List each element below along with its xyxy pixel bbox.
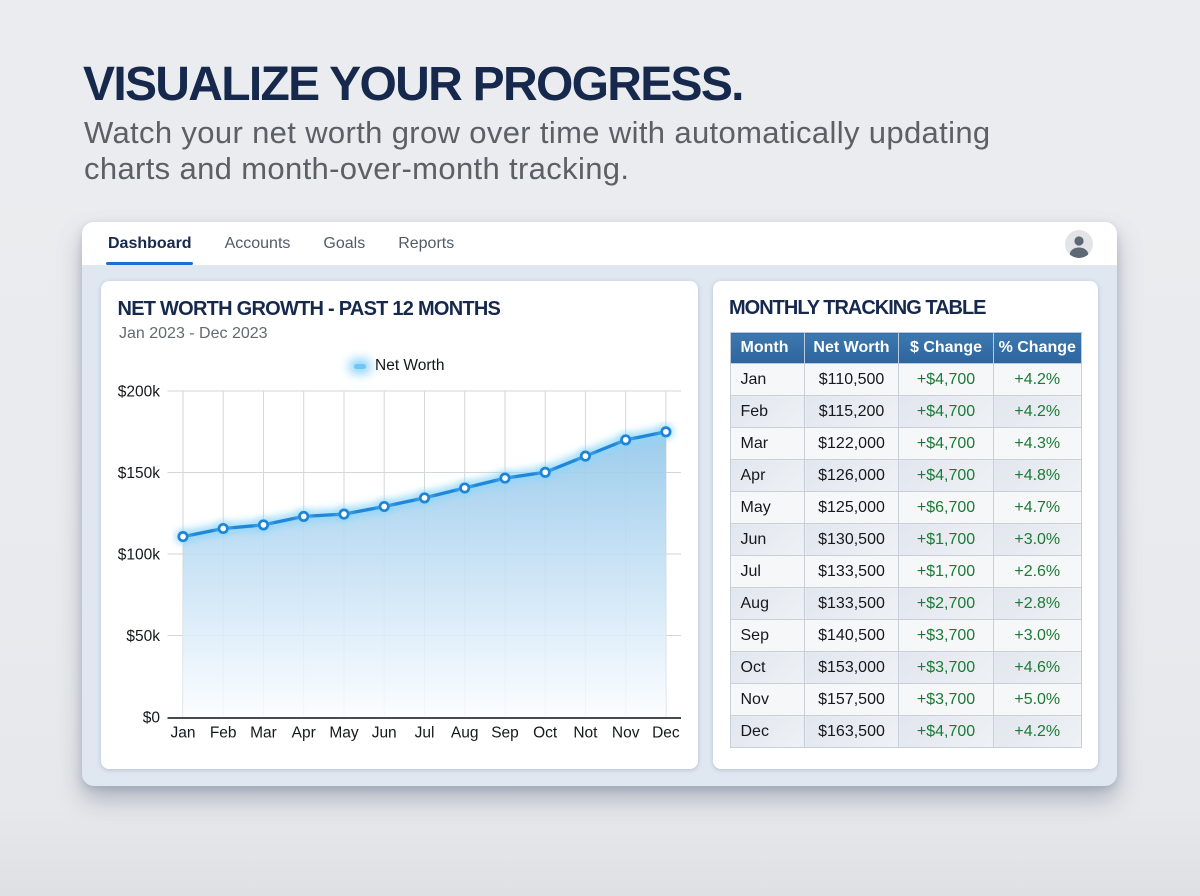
svg-text:Dec: Dec bbox=[652, 725, 680, 742]
svg-text:May: May bbox=[329, 725, 359, 742]
svg-text:$0: $0 bbox=[142, 710, 160, 727]
svg-text:Jun: Jun bbox=[371, 725, 396, 742]
svg-text:$50k: $50k bbox=[126, 628, 160, 645]
svg-text:Oct: Oct bbox=[533, 725, 558, 742]
svg-text:Mar: Mar bbox=[250, 725, 277, 742]
svg-text:Not: Not bbox=[573, 725, 598, 742]
svg-text:$150k: $150k bbox=[117, 465, 159, 482]
svg-text:$100k: $100k bbox=[117, 547, 159, 564]
svg-text:Feb: Feb bbox=[209, 725, 236, 742]
svg-text:Jan: Jan bbox=[170, 725, 195, 742]
svg-text:Apr: Apr bbox=[291, 725, 315, 742]
svg-text:Jul: Jul bbox=[414, 725, 434, 742]
svg-text:Aug: Aug bbox=[450, 725, 478, 742]
svg-text:$200k: $200k bbox=[117, 384, 159, 401]
svg-text:Nov: Nov bbox=[611, 725, 639, 742]
svg-text:Sep: Sep bbox=[491, 725, 519, 742]
